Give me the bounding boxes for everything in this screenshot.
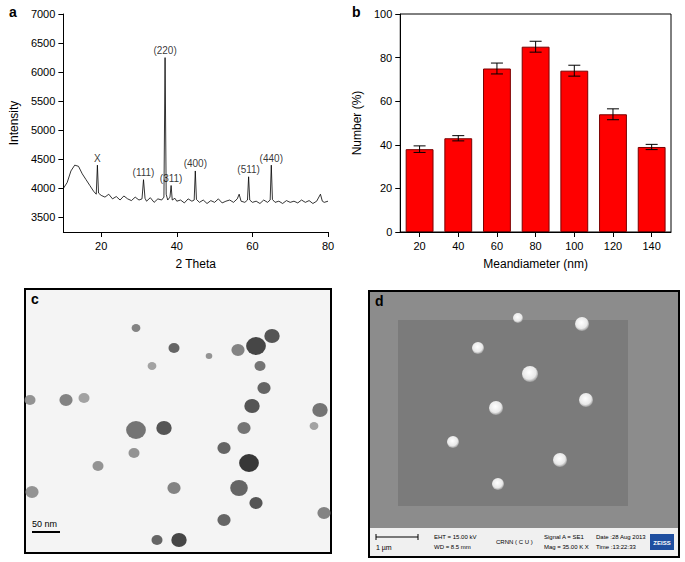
svg-text:40: 40 — [452, 240, 464, 252]
svg-text:(220): (220) — [153, 45, 176, 56]
svg-text:Intensity: Intensity — [7, 101, 21, 146]
svg-text:(311): (311) — [160, 173, 183, 184]
svg-text:1 µm: 1 µm — [376, 544, 392, 552]
svg-text:0: 0 — [386, 226, 392, 238]
svg-text:(440): (440) — [260, 153, 283, 164]
svg-text:CRNN ( C U ): CRNN ( C U ) — [496, 539, 533, 545]
svg-text:(400): (400) — [184, 158, 207, 169]
svg-text:6000: 6000 — [31, 66, 55, 78]
svg-text:60: 60 — [491, 240, 503, 252]
svg-text:b: b — [352, 4, 361, 20]
svg-text:Time :13:22:33: Time :13:22:33 — [596, 544, 636, 550]
svg-text:60: 60 — [246, 240, 258, 252]
svg-text:3500: 3500 — [31, 211, 55, 223]
svg-text:EHT = 15.00 kV: EHT = 15.00 kV — [434, 534, 476, 540]
svg-text:(111): (111) — [133, 167, 155, 178]
svg-text:80: 80 — [380, 52, 392, 64]
svg-text:Signal A = SE1: Signal A = SE1 — [544, 534, 585, 540]
svg-text:6500: 6500 — [31, 37, 55, 49]
svg-text:100: 100 — [565, 240, 583, 252]
svg-text:7000: 7000 — [31, 8, 55, 20]
svg-text:40: 40 — [171, 240, 183, 252]
svg-text:40: 40 — [380, 139, 392, 151]
svg-text:100: 100 — [374, 8, 392, 20]
svg-text:50 nm: 50 nm — [32, 519, 57, 529]
svg-text:Date :28 Aug 2013: Date :28 Aug 2013 — [596, 534, 646, 540]
svg-text:2 Theta: 2 Theta — [175, 257, 216, 271]
svg-text:X: X — [94, 153, 101, 164]
svg-text:20: 20 — [380, 182, 392, 194]
svg-text:5500: 5500 — [31, 95, 55, 107]
svg-text:80: 80 — [322, 240, 334, 252]
svg-text:d: d — [375, 293, 384, 309]
svg-text:5000: 5000 — [31, 124, 55, 136]
svg-text:(511): (511) — [237, 164, 260, 175]
svg-text:a: a — [9, 4, 17, 20]
svg-text:80: 80 — [530, 240, 542, 252]
svg-text:20: 20 — [413, 240, 425, 252]
svg-text:120: 120 — [604, 240, 622, 252]
svg-text:20: 20 — [95, 240, 107, 252]
svg-text:Number (%): Number (%) — [350, 91, 364, 156]
svg-text:Meandiameter (nm): Meandiameter (nm) — [483, 257, 588, 271]
svg-text:Mag = 35.00 K X: Mag = 35.00 K X — [544, 544, 589, 550]
svg-text:c: c — [31, 291, 39, 307]
svg-text:ZEISS: ZEISS — [653, 540, 670, 546]
svg-text:60: 60 — [380, 95, 392, 107]
svg-text:4000: 4000 — [31, 182, 55, 194]
svg-text:WD = 8.5 mm: WD = 8.5 mm — [434, 544, 471, 550]
svg-text:140: 140 — [642, 240, 660, 252]
svg-text:4500: 4500 — [31, 153, 55, 165]
